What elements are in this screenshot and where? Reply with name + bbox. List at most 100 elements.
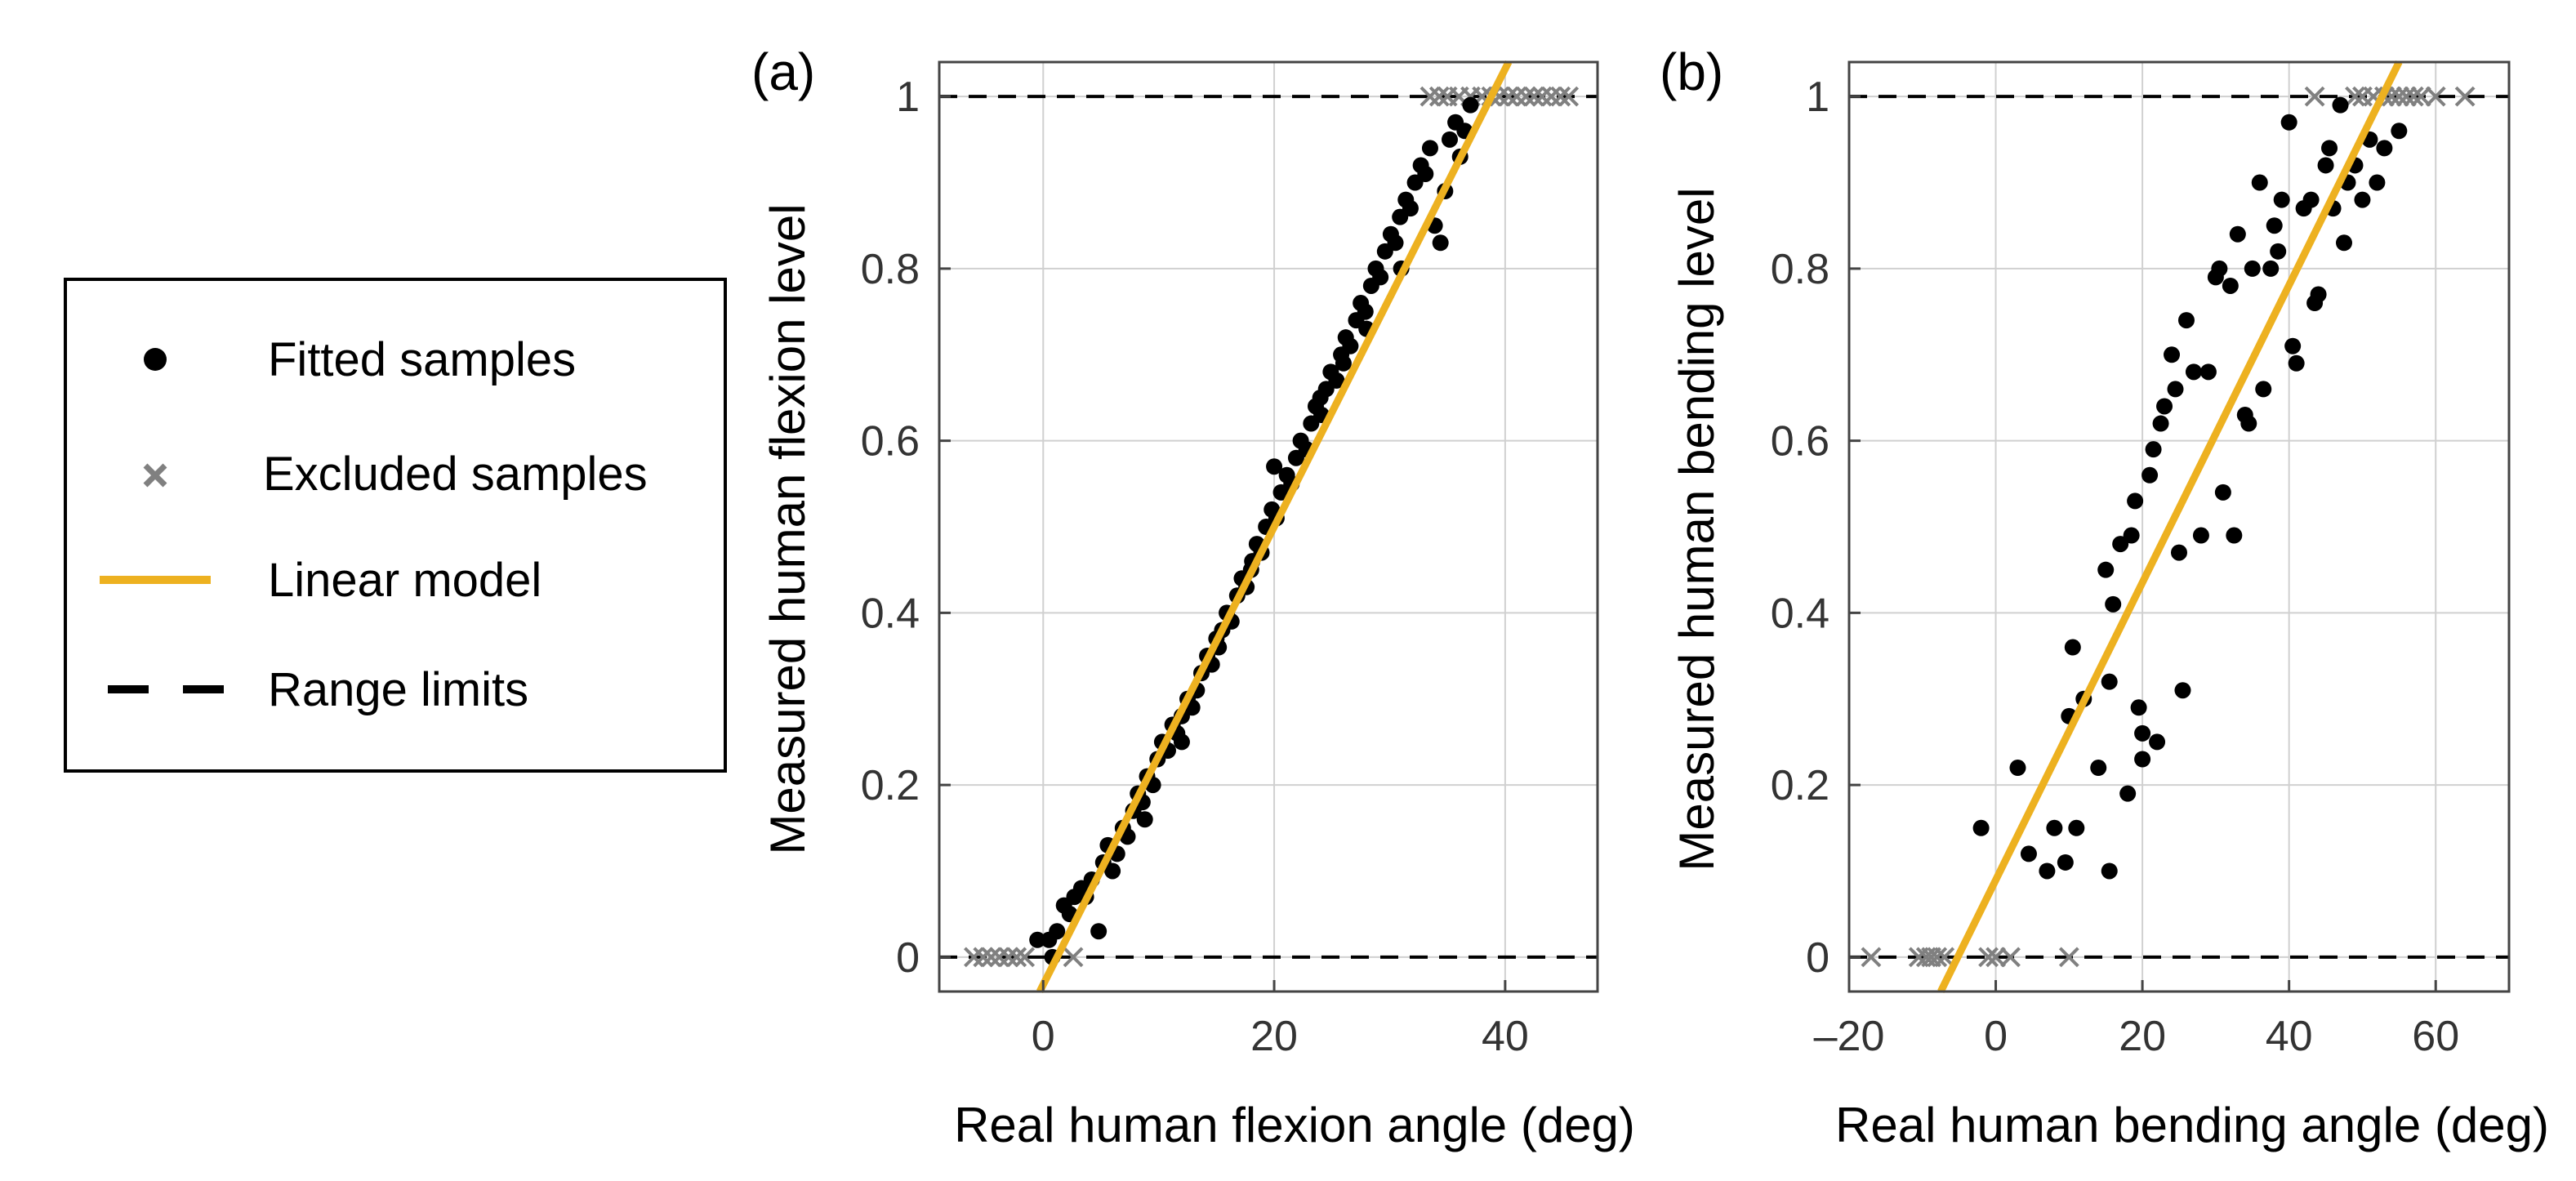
panel-a-y-tick-label: 0.4 (861, 590, 920, 637)
panel-a-fitted-sample (1462, 96, 1479, 114)
panel-b-fitted-sample (2255, 381, 2272, 398)
panel-a-linear-model-line (1036, 60, 1513, 994)
panel-a-fitted-sample (1442, 131, 1459, 148)
panel-b-linear-model-line (1937, 60, 2403, 993)
panel-a-fitted-sample (1136, 811, 1153, 828)
panel-b-fitted-sample (2057, 853, 2074, 871)
legend-fitted-marker (144, 348, 167, 371)
panel-a-fitted-samples (1029, 96, 1479, 965)
panel-b-excluded-sample (1861, 947, 1882, 968)
panel-b-fitted-sample (2064, 639, 2081, 656)
panel-a-excluded-sample (1541, 86, 1562, 107)
panel-b-fitted-sample (2288, 354, 2305, 372)
panel-b-linear-model (1937, 60, 2403, 993)
panel-b-fitted-sample (2097, 561, 2115, 578)
panel-b-fitted-sample (2270, 243, 2287, 260)
panel-b-fitted-sample (2199, 363, 2217, 381)
panel-b-x-axis-label: Real human bending angle (deg) (1835, 1098, 2549, 1152)
panel-a-fitted-sample (1312, 389, 1329, 406)
panel-a-y-axis-label: Measured human flexion level (760, 203, 815, 854)
panel-a-excluded-samples (964, 86, 1580, 968)
panel-b-fitted-sample (2244, 260, 2261, 277)
panel-a-x-tick-label: 20 (1250, 1013, 1298, 1060)
panel-b-fitted-sample (2149, 733, 2166, 751)
panel-a-excluded-sample (1550, 86, 1571, 107)
panel-a-excluded-sample (981, 947, 1002, 968)
panel-b-fitted-sample (2332, 96, 2349, 114)
panel-b-fitted-sample (2134, 751, 2151, 768)
panel-b-fitted-sample (2192, 527, 2209, 544)
panel-b-fitted-sample (2171, 544, 2187, 561)
panel-a-fitted-sample (1104, 862, 1121, 880)
panel-a-fitted-sample (1417, 165, 1434, 182)
panel-b-excluded-sample (1927, 947, 1948, 968)
panel-a-fitted-sample (1090, 923, 1108, 940)
panel-b-fitted-sample (2211, 260, 2228, 277)
panel-b-fitted-sample (2046, 819, 2063, 836)
panel-b-fitted-sample (2273, 191, 2290, 208)
panel-a-y-tick-label: 0.2 (861, 762, 920, 809)
panel-a-excluded-sample (998, 947, 1019, 968)
panel-b-fitted-sample (2020, 845, 2037, 862)
panel-a-y-tick-label: 0.8 (861, 246, 920, 293)
panel-b-fitted-sample (2105, 595, 2122, 613)
panel-b-fitted-sample (2090, 760, 2107, 777)
panel-a-fitted-sample (1029, 931, 1046, 948)
panel-a-excluded-sample (1558, 86, 1580, 107)
panel-b-y-tick-label: 0.8 (1771, 246, 1829, 293)
panel-a-fitted-sample (1372, 269, 1389, 286)
panel-b-fitted-sample (2112, 536, 2129, 553)
panel-b-excluded-sample (1978, 947, 1999, 968)
panel-b-fitted-sample (2229, 225, 2246, 243)
panel-b-fitted-sample (2391, 123, 2408, 140)
panel-b-fitted-sample (2354, 191, 2371, 208)
panel-b-fitted-sample (2302, 191, 2320, 208)
panel-b-excluded-sample (2396, 86, 2417, 107)
panel-b-x-tick-label: 20 (2119, 1013, 2166, 1060)
panel-b-fitted-sample (2266, 217, 2283, 234)
panel-b-excluded-sample (1934, 947, 1955, 968)
panel-b-fitted-sample (2369, 174, 2386, 191)
panel-b-fitted-sample (2214, 484, 2231, 501)
panel-b-fitted-sample (2317, 157, 2334, 174)
panel-b-fitted-sample (2262, 260, 2280, 277)
panel-b-fitted-sample (2141, 466, 2159, 484)
panel-b-fitted-sample (2321, 140, 2338, 157)
panel-a-x-axis-label: Real human flexion angle (deg) (954, 1098, 1635, 1152)
panel-a-excluded-sample (964, 947, 984, 968)
panel-b-fitted-sample (2310, 286, 2327, 303)
legend-excluded-label: Excluded samples (263, 448, 648, 501)
panel-a-excluded-sample (1006, 947, 1027, 968)
panel-b-fitted-sample (2284, 337, 2302, 354)
panel-b-x-tick-label: 40 (2266, 1013, 2313, 1060)
panel-b-fitted-sample (2222, 277, 2239, 294)
panel-a-fitted-sample (1357, 303, 1374, 320)
panel-b-fitted-sample (2127, 492, 2144, 510)
panel-a-excluded-sample (973, 947, 994, 968)
panel-a-fitted-sample (1266, 458, 1283, 475)
panel-b-x-tick-label: –20 (1814, 1013, 1885, 1060)
panel-b-axes-frame (1847, 60, 2511, 993)
panel-b-grid (1848, 62, 2509, 992)
panel-b-fitted-sample (2251, 174, 2268, 191)
panel-a-axes-frame (938, 60, 1599, 993)
panel-b-fitted-samples (1972, 96, 2408, 880)
panel-a-y-tick-label: 0.6 (861, 418, 920, 466)
panel-b-fitted-sample (2185, 363, 2202, 381)
panel-b-y-tick-label: 0 (1806, 934, 1829, 982)
panel-a-excluded-sample (1506, 86, 1527, 107)
legend-item-fitted: Fitted samples (144, 333, 576, 386)
panel-a-excluded-sample (1515, 86, 1536, 107)
panel-b-fitted-sample (2101, 862, 2118, 880)
legend: Fitted samples Excluded samples Linear m… (64, 278, 727, 773)
panel-b-x-tick-label: 0 (1984, 1013, 2008, 1060)
panel-a-x-ticks: 0 20 40 (1032, 980, 1529, 1060)
panel-a-range-limits (939, 95, 1598, 959)
panel-b-fitted-sample (2123, 527, 2140, 544)
panel-a-fitted-sample (1387, 234, 1404, 252)
panel-a-y-ticks: 0 0.2 0.4 0.6 0.8 1 (861, 74, 951, 982)
panel-b-excluded-sample (2403, 86, 2424, 107)
panel-b-fitted-sample (2130, 699, 2147, 716)
panel-b-fitted-sample (2174, 682, 2191, 699)
